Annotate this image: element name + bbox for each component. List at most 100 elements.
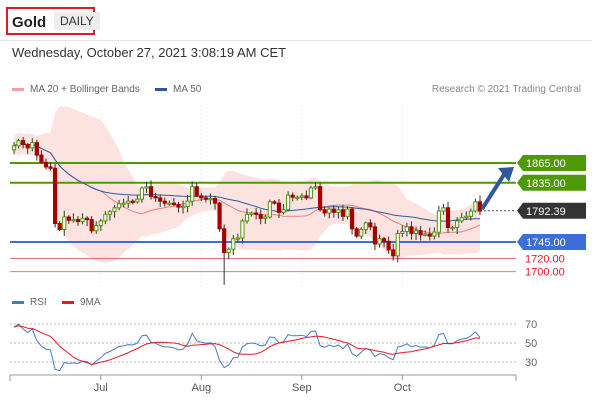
candle-body: [48, 166, 53, 169]
candle-body: [263, 216, 268, 219]
candle-body: [299, 195, 304, 198]
price-label-1745.00: 1745.00: [526, 237, 566, 249]
candle-oct-25: [473, 198, 478, 213]
candle-body: [372, 226, 378, 245]
candle-jun-25: [80, 213, 85, 225]
candle-body: [53, 167, 58, 225]
price-tag-1792.39: [517, 202, 586, 219]
candle-body: [404, 226, 410, 232]
toolbar: Gold DAILY: [0, 0, 592, 41]
candle-jul-9: [126, 195, 131, 208]
candle-jul-28: [185, 194, 190, 213]
candle-sep-7: [317, 183, 323, 212]
candle-oct-12: [432, 227, 437, 240]
candle-body: [368, 222, 373, 228]
candle-aug-2: [199, 192, 204, 202]
candle-body: [249, 212, 254, 215]
instrument-name: Gold: [12, 14, 47, 31]
candle-aug-12: [235, 233, 240, 243]
candle-body: [345, 208, 350, 217]
candle-body: [427, 233, 432, 237]
candle-body: [473, 201, 478, 212]
price-label-1835.00: 1835.00: [526, 178, 566, 190]
candle-oct-11: [427, 227, 432, 241]
candle-oct-21: [464, 211, 469, 220]
candle-body: [80, 217, 85, 223]
candle-body: [98, 220, 103, 227]
candle-body: [194, 186, 199, 197]
candle-body: [121, 202, 126, 205]
candle-body: [286, 194, 291, 211]
candle-body: [153, 196, 158, 199]
arrow-shaft: [480, 171, 507, 211]
candle-body: [89, 219, 94, 232]
candle-jun-7: [16, 138, 21, 149]
candle-body: [267, 201, 272, 218]
candle-body: [290, 194, 295, 198]
candle-body: [313, 186, 318, 189]
candle-jul-16: [148, 180, 154, 200]
candle-body: [441, 207, 446, 212]
candlesticks: [11, 136, 483, 285]
candle-oct-5: [409, 221, 414, 240]
candle-jul-20: [158, 194, 163, 207]
forecast-arrow: [480, 167, 514, 211]
candle-body: [158, 197, 163, 202]
arrow-head: [498, 167, 514, 182]
legend-label-ma50: MA 50: [173, 84, 202, 95]
candle-body: [258, 213, 263, 219]
candle-jul-6: [112, 205, 117, 218]
candle-jul-5: [107, 209, 113, 221]
candle-body: [386, 240, 391, 251]
rsi-panel: 70 50 30: [10, 319, 537, 372]
candle-jul-19: [153, 192, 158, 202]
candle-body: [71, 219, 76, 222]
candle-body: [464, 215, 469, 219]
candle-sep-21: [363, 221, 368, 234]
candle-body: [235, 237, 240, 240]
candle-sep-22: [368, 219, 373, 231]
candle-body: [468, 210, 473, 217]
candle-body: [103, 213, 108, 222]
candle-oct-20: [459, 212, 464, 224]
candle-jul-29: [190, 181, 195, 206]
candle-sep-14: [340, 204, 346, 222]
candle-sep-20: [359, 227, 364, 239]
instrument-selector[interactable]: Gold DAILY: [6, 7, 100, 35]
candle-oct-1: [400, 225, 405, 237]
candle-body: [126, 200, 131, 204]
candle-sep-2: [304, 190, 309, 200]
candle-body: [84, 217, 90, 221]
candle-sep-1: [299, 193, 304, 201]
candle-jun-16: [48, 162, 53, 171]
candle-jun-15: [43, 158, 49, 170]
candle-body: [418, 230, 423, 236]
candle-body: [322, 209, 327, 214]
candle-jul-26: [176, 201, 181, 213]
candle-aug-27: [286, 191, 291, 212]
bollinger-band: [14, 106, 480, 263]
candle-body: [107, 211, 113, 215]
candle-body: [272, 201, 277, 204]
candle-body: [276, 202, 282, 213]
candle-body: [144, 186, 149, 189]
price-label-1792.39: 1792.39: [526, 206, 566, 218]
timeframe-button[interactable]: DAILY: [54, 12, 100, 30]
horizontal-levels: [10, 162, 516, 273]
candle-body: [222, 228, 227, 254]
candle-jun-21: [62, 210, 67, 236]
candle-body: [459, 217, 464, 222]
candle-sep-16: [349, 207, 355, 235]
candle-body: [340, 209, 346, 217]
candle-aug-17: [249, 211, 254, 217]
candle-jul-23: [171, 197, 177, 207]
candle-body: [423, 233, 428, 236]
candle-body: [436, 210, 441, 233]
candle-jul-12: [130, 199, 135, 205]
candle-aug-24: [272, 200, 277, 205]
candle-sep-23: [372, 222, 378, 251]
candle-body: [21, 140, 26, 146]
price-label-1865.00: 1865.00: [526, 158, 566, 170]
candle-body: [400, 230, 405, 234]
